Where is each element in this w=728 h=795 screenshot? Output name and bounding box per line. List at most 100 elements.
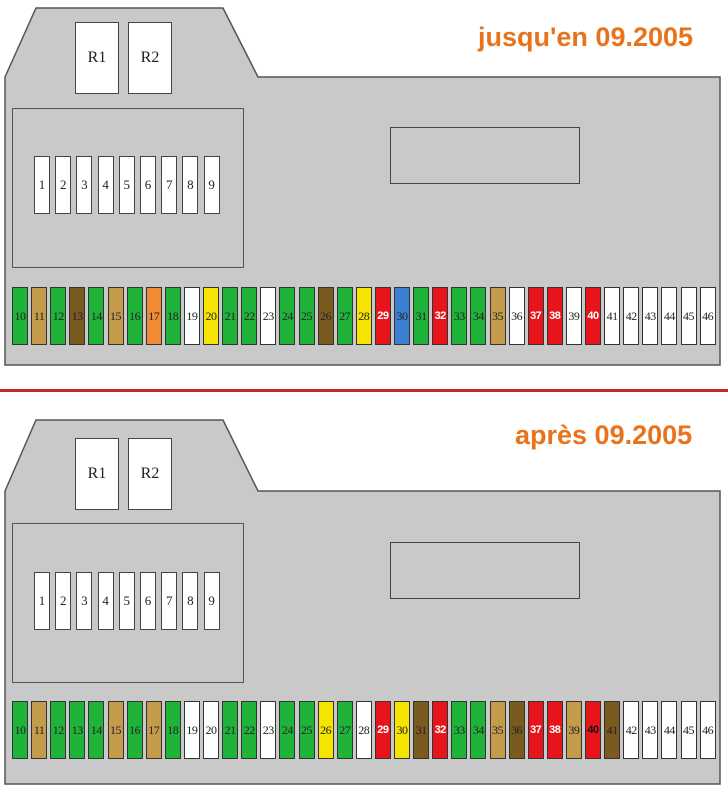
fuse: 17 bbox=[145, 287, 162, 345]
small-fuse: 3 bbox=[76, 572, 93, 630]
fuse: 27 bbox=[336, 287, 353, 345]
fuse: 28 bbox=[355, 701, 372, 759]
small-fuse: 7 bbox=[161, 156, 178, 214]
fuse: 44 bbox=[661, 701, 678, 759]
fuse: 10 bbox=[12, 287, 28, 345]
fuse: 19 bbox=[183, 701, 200, 759]
fuse: 33 bbox=[451, 701, 468, 759]
fuse: 16 bbox=[126, 701, 143, 759]
fuse: 27 bbox=[336, 701, 353, 759]
relay-r1: R1 bbox=[75, 438, 119, 510]
fuse: 38 bbox=[546, 701, 563, 759]
fuse: 22 bbox=[241, 701, 258, 759]
relay-r2: R2 bbox=[128, 22, 172, 94]
fuse: 36 bbox=[508, 287, 525, 345]
fuse: 38 bbox=[546, 287, 563, 345]
fuse: 42 bbox=[623, 287, 640, 345]
fuse: 26 bbox=[317, 287, 334, 345]
fuse: 43 bbox=[642, 701, 659, 759]
small-fuse-block bbox=[12, 523, 244, 683]
small-fuse: 6 bbox=[140, 572, 156, 630]
fuse: 44 bbox=[661, 287, 678, 345]
small-fuse: 1 bbox=[34, 156, 50, 214]
fuse: 26 bbox=[317, 701, 334, 759]
fuse: 30 bbox=[394, 701, 410, 759]
fuse: 18 bbox=[164, 287, 181, 345]
empty-slot bbox=[390, 542, 580, 599]
fuse: 29 bbox=[374, 701, 391, 759]
small-fuse: 4 bbox=[97, 572, 114, 630]
fuse: 40 bbox=[585, 701, 601, 759]
small-fuse: 5 bbox=[118, 156, 135, 214]
fuse: 37 bbox=[527, 287, 544, 345]
fuse: 11 bbox=[31, 701, 48, 759]
fuse: 46 bbox=[699, 701, 716, 759]
fuse: 12 bbox=[50, 701, 67, 759]
fuse: 25 bbox=[298, 701, 315, 759]
fuse: 35 bbox=[489, 287, 506, 345]
fuse: 21 bbox=[222, 701, 239, 759]
fuse: 34 bbox=[470, 701, 487, 759]
fuse: 35 bbox=[489, 701, 506, 759]
fuse: 23 bbox=[260, 287, 277, 345]
fuse: 14 bbox=[88, 287, 105, 345]
small-fuse: 9 bbox=[203, 156, 220, 214]
fuse: 45 bbox=[680, 287, 697, 345]
small-fuse: 2 bbox=[55, 156, 72, 214]
fuse: 37 bbox=[527, 701, 544, 759]
small-fuse: 1 bbox=[34, 572, 50, 630]
fuse: 41 bbox=[604, 701, 621, 759]
fuse: 40 bbox=[585, 287, 601, 345]
fuse: 39 bbox=[565, 701, 582, 759]
fuse-box-housing bbox=[4, 7, 721, 366]
small-fuse: 8 bbox=[182, 156, 199, 214]
fuse: 39 bbox=[565, 287, 582, 345]
fuse: 24 bbox=[279, 701, 296, 759]
fuse: 12 bbox=[50, 287, 67, 345]
fuse: 20 bbox=[203, 287, 219, 345]
fuse: 41 bbox=[604, 287, 621, 345]
fuse: 32 bbox=[432, 701, 449, 759]
small-fuse: 4 bbox=[97, 156, 114, 214]
fuse: 34 bbox=[470, 287, 487, 345]
fuse: 30 bbox=[394, 287, 410, 345]
fuse: 21 bbox=[222, 287, 239, 345]
relay-r2: R2 bbox=[128, 438, 172, 510]
fuse: 45 bbox=[680, 701, 697, 759]
fuse: 46 bbox=[699, 287, 716, 345]
fuse: 15 bbox=[107, 287, 124, 345]
small-fuse: 6 bbox=[140, 156, 156, 214]
fuse: 31 bbox=[413, 701, 430, 759]
fuse: 24 bbox=[279, 287, 296, 345]
small-fuse: 8 bbox=[182, 572, 199, 630]
diagram-title: après 09.2005 bbox=[515, 420, 693, 450]
fuse: 13 bbox=[69, 701, 86, 759]
fuse: 36 bbox=[508, 701, 525, 759]
fuse: 28 bbox=[355, 287, 372, 345]
fuse: 18 bbox=[164, 701, 181, 759]
fuse: 10 bbox=[12, 701, 28, 759]
fuse-box-diagram-after: après 09.2005 R1 R2 1 2 3 4 5 6 7 8 9 10 11 12 13 14 1… bbox=[0, 412, 728, 792]
diagram-title: jusqu'en 09.2005 bbox=[478, 22, 694, 52]
fuse: 43 bbox=[642, 287, 659, 345]
fuse: 15 bbox=[107, 701, 124, 759]
fuse: 23 bbox=[260, 701, 277, 759]
empty-slot bbox=[390, 127, 580, 184]
fuse: 19 bbox=[183, 287, 200, 345]
small-fuse: 3 bbox=[76, 156, 93, 214]
small-fuse: 9 bbox=[203, 572, 220, 630]
fuse: 42 bbox=[623, 701, 640, 759]
fuse: 32 bbox=[432, 287, 449, 345]
relay-r1: R1 bbox=[75, 22, 119, 94]
fuse: 17 bbox=[145, 701, 162, 759]
fuse: 31 bbox=[413, 287, 430, 345]
section-divider bbox=[0, 389, 728, 392]
fuse: 20 bbox=[203, 701, 219, 759]
fuse: 11 bbox=[31, 287, 48, 345]
small-fuse-block bbox=[12, 108, 244, 268]
fuse-box-housing bbox=[4, 419, 721, 785]
fuse: 33 bbox=[451, 287, 468, 345]
fuse: 16 bbox=[126, 287, 143, 345]
fuse: 29 bbox=[374, 287, 391, 345]
fuse: 22 bbox=[241, 287, 258, 345]
